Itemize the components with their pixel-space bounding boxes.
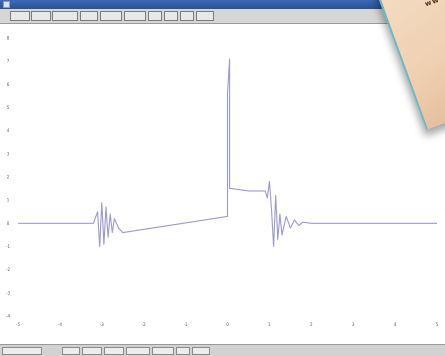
y-tick-label: -2	[6, 267, 10, 272]
y-tick-label: 4	[7, 128, 10, 133]
series-group	[18, 58, 437, 248]
x-tick-label: 3	[352, 322, 355, 327]
y-tick-label: -1	[6, 244, 10, 249]
status-field-5[interactable]	[126, 347, 150, 355]
status-field-7[interactable]	[176, 347, 190, 355]
y-tick-label: 7	[7, 59, 10, 64]
y-tick-label: -3	[6, 290, 10, 295]
x-tick-label: -3	[100, 322, 104, 327]
x-tick-label: -1	[184, 322, 188, 327]
x-tick-label: -4	[58, 322, 62, 327]
toolbar-button-1[interactable]	[10, 11, 30, 21]
plot-area: -4 -3 -2 -1 0 1 2 3 4 5 6 7 8 -5 -4 -3 -2 -1 0 1 2 3 4 5	[0, 24, 445, 344]
y-tick-label: 1	[7, 198, 10, 203]
status-field-4[interactable]	[104, 347, 124, 355]
title-bar[interactable]	[0, 0, 445, 9]
x-tick-label: -5	[16, 322, 20, 327]
y-tick-label: -4	[6, 314, 10, 319]
toolbar-button-7[interactable]	[148, 11, 162, 21]
toolbar-button-4[interactable]	[80, 11, 98, 21]
app-icon	[3, 1, 10, 8]
x-tick-label: 1	[268, 322, 271, 327]
x-tick-label: 4	[394, 322, 397, 327]
toolbar-button-2[interactable]	[31, 11, 51, 21]
waveform-chart: -4 -3 -2 -1 0 1 2 3 4 5 6 7 8 -5 -4 -3 -2 -1 0 1 2 3 4 5	[6, 36, 439, 328]
x-tick-label: 0	[226, 322, 229, 327]
status-bar	[0, 344, 445, 356]
status-field-8[interactable]	[192, 347, 210, 355]
status-field-3[interactable]	[82, 347, 102, 355]
toolbar-button-9[interactable]	[180, 11, 194, 21]
status-field-6[interactable]	[152, 347, 174, 355]
x-tick-label: 5	[436, 322, 439, 327]
x-tick-label: 2	[310, 322, 313, 327]
y-tick-label: 5	[7, 105, 10, 110]
x-tick-label: -2	[142, 322, 146, 327]
status-field-1	[2, 347, 42, 355]
y-axis: -4 -3 -2 -1 0 1 2 3 4 5 6 7 8	[6, 36, 10, 319]
y-tick-label: 8	[7, 36, 10, 41]
toolbar-button-5[interactable]	[100, 11, 122, 21]
toolbar-button-10[interactable]	[196, 11, 214, 21]
x-axis: -5 -4 -3 -2 -1 0 1 2 3 4 5	[16, 322, 439, 327]
card-url-text: ww	[423, 0, 441, 9]
status-field-2	[62, 347, 80, 355]
toolbar-button-8[interactable]	[164, 11, 178, 21]
series-line	[18, 58, 437, 248]
y-tick-label: 0	[7, 221, 10, 226]
toolbar	[0, 9, 445, 24]
y-tick-label: 6	[7, 82, 10, 87]
toolbar-button-3[interactable]	[52, 11, 78, 21]
toolbar-button-6[interactable]	[124, 11, 146, 21]
y-tick-label: 3	[7, 151, 10, 156]
y-tick-label: 2	[7, 175, 10, 180]
